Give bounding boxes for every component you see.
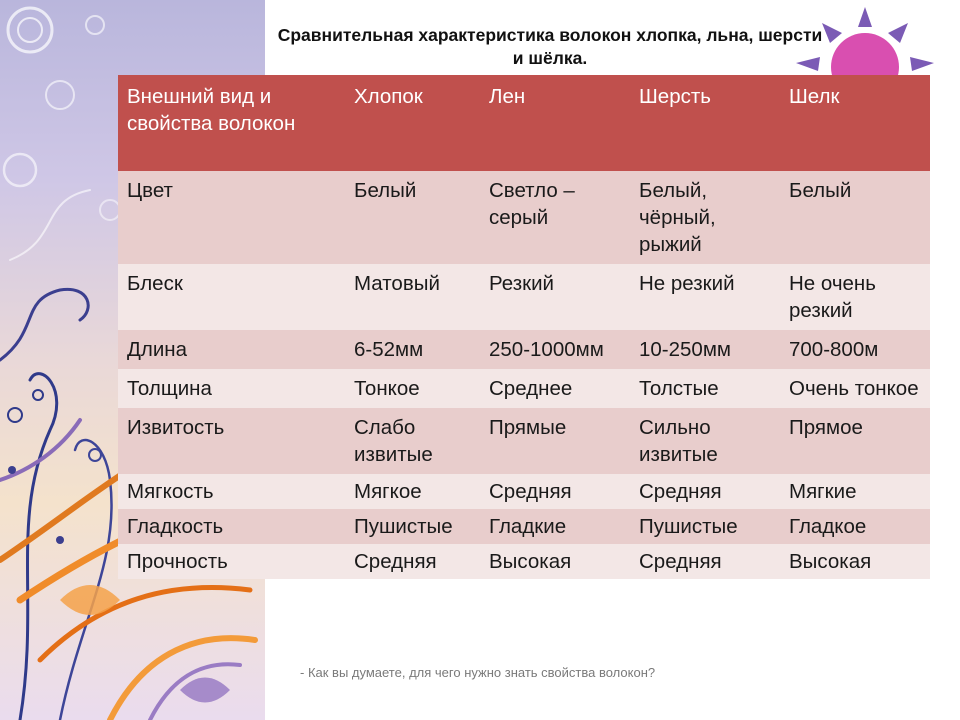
table-cell: Прямое: [780, 408, 930, 474]
table-cell: Извитость: [118, 408, 345, 474]
table-cell: Сильно извитые: [630, 408, 780, 474]
table-cell: 250-1000мм: [480, 330, 630, 369]
table-cell: Толстые: [630, 369, 780, 408]
table-cell: Длина: [118, 330, 345, 369]
table-cell: Блеск: [118, 264, 345, 330]
table-cell: Прямые: [480, 408, 630, 474]
table-row: Толщина Тонкое Среднее Толстые Очень тон…: [118, 369, 930, 408]
table-cell: Белый: [345, 171, 480, 264]
table-cell: Слабо извитые: [345, 408, 480, 474]
footer-question: - Как вы думаете, для чего нужно знать с…: [300, 665, 656, 680]
table-cell: Средняя: [630, 544, 780, 579]
table-cell: 700-800м: [780, 330, 930, 369]
table-cell: Средняя: [345, 544, 480, 579]
column-header: Хлопок: [345, 75, 480, 171]
table-cell: Среднее: [480, 369, 630, 408]
table-cell: Толщина: [118, 369, 345, 408]
table-cell: Высокая: [780, 544, 930, 579]
table-cell: Белый, чёрный, рыжий: [630, 171, 780, 264]
fiber-comparison-table: Внешний вид и свойства волокон Хлопок Ле…: [118, 75, 930, 579]
table-cell: Не резкий: [630, 264, 780, 330]
table-row: Блеск Матовый Резкий Не резкий Не очень …: [118, 264, 930, 330]
table-row: Извитость Слабо извитые Прямые Сильно из…: [118, 408, 930, 474]
table-cell: Матовый: [345, 264, 480, 330]
table-cell: Белый: [780, 171, 930, 264]
column-header: Шелк: [780, 75, 930, 171]
table-cell: Средняя: [630, 474, 780, 509]
table-cell: 10-250мм: [630, 330, 780, 369]
table-cell: Пушистые: [630, 509, 780, 544]
table-cell: Не очень резкий: [780, 264, 930, 330]
table-row: Цвет Белый Светло – серый Белый, чёрный,…: [118, 171, 930, 264]
table-cell: Мягкость: [118, 474, 345, 509]
table-cell: Гладкие: [480, 509, 630, 544]
table-cell: Мягкие: [780, 474, 930, 509]
table-cell: Пушистые: [345, 509, 480, 544]
table-cell: Светло – серый: [480, 171, 630, 264]
table-cell: 6-52мм: [345, 330, 480, 369]
table-cell: Прочность: [118, 544, 345, 579]
table-cell: Мягкое: [345, 474, 480, 509]
column-header: Лен: [480, 75, 630, 171]
table-cell: Очень тонкое: [780, 369, 930, 408]
table-cell: Средняя: [480, 474, 630, 509]
table-cell: Цвет: [118, 171, 345, 264]
table-row: Мягкость Мягкое Средняя Средняя Мягкие: [118, 474, 930, 509]
table-cell: Гладкость: [118, 509, 345, 544]
table-cell: Тонкое: [345, 369, 480, 408]
table-cell: Гладкое: [780, 509, 930, 544]
table-cell: Резкий: [480, 264, 630, 330]
column-header: Внешний вид и свойства волокон: [118, 75, 345, 171]
table-row: Прочность Средняя Высокая Средняя Высока…: [118, 544, 930, 579]
table-row: Гладкость Пушистые Гладкие Пушистые Глад…: [118, 509, 930, 544]
table-header-row: Внешний вид и свойства волокон Хлопок Ле…: [118, 75, 930, 171]
table-row: Длина 6-52мм 250-1000мм 10-250мм 700-800…: [118, 330, 930, 369]
table-cell: Высокая: [480, 544, 630, 579]
column-header: Шерсть: [630, 75, 780, 171]
page-title: Сравнительная характеристика волокон хло…: [277, 25, 823, 68]
